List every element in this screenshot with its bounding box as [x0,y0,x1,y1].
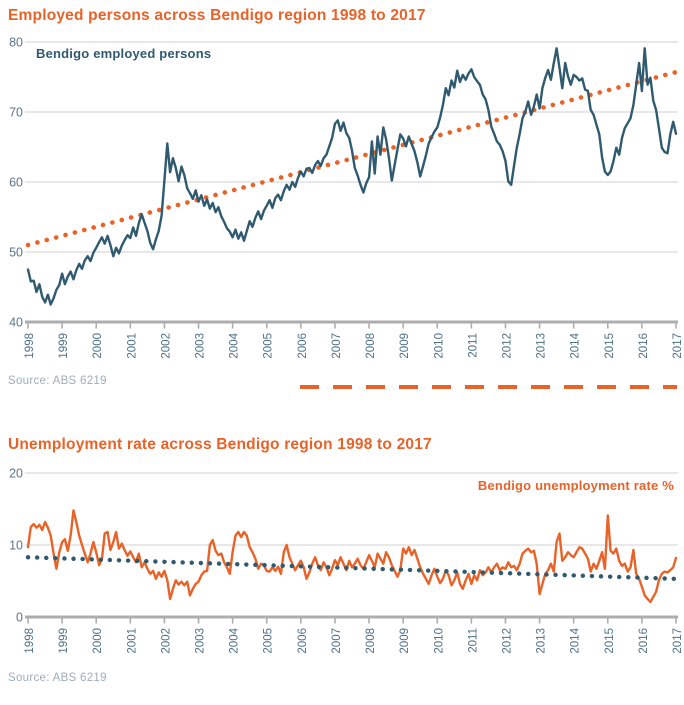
x-tick-label: 2014 [570,627,582,653]
x-tick-label: 2010 [433,628,445,654]
employed-persons-section: Employed persons across Bendigo region 1… [0,6,684,389]
x-tick-label: 1999 [58,333,70,359]
x-tick-label: 2003 [195,333,207,359]
y-tick-label: 10 [9,539,23,553]
x-tick-label: 2013 [536,628,548,654]
x-tick-label: 2008 [365,628,377,654]
y-tick-label: 20 [9,467,23,481]
trend-line [25,69,679,248]
employed-chart-title: Employed persons across Bendigo region 1… [8,7,426,24]
x-tick-label: 2003 [195,628,207,654]
unemployment-chart-source: Source: ABS 6219 [8,672,107,685]
x-tick-label: 2000 [92,628,104,654]
x-tick-label: 2001 [126,628,138,654]
series-legend-label: Bendigo employed persons [36,46,211,61]
y-tick-label: 80 [9,36,23,50]
x-tick-label: 1998 [24,628,36,654]
y-tick-label: 50 [9,246,23,260]
unemployment-rate-section: Unemployment rate across Bendigo region … [0,435,684,686]
x-tick-label: 2015 [604,628,616,654]
x-tick-label: 2005 [263,333,275,359]
x-tick-label: 2006 [297,628,309,654]
x-tick-label: 2016 [638,333,650,359]
x-tick-label: 2004 [229,333,241,359]
x-tick-label: 1999 [58,628,70,654]
x-tick-label: 2016 [638,628,650,654]
y-tick-label: 70 [9,106,23,120]
y-tick-label: 60 [9,176,23,190]
x-tick-label: 2010 [433,333,445,359]
x-tick-label: 2013 [536,333,548,359]
x-tick-label: 2012 [501,333,513,359]
x-tick-label: 2004 [229,627,241,653]
data-series-line [26,509,678,604]
trend-line [25,555,679,582]
x-tick-label: 2006 [297,333,309,359]
series-legend-label: Bendigo unemployment rate % [478,478,674,493]
unemployment-chart-title: Unemployment rate across Bendigo region … [8,435,432,453]
orange-dashed-divider [300,385,677,389]
employed-chart-source: Source: ABS 6219 [8,375,107,388]
x-tick-label: 2007 [331,333,343,359]
x-tick-label: 2017 [672,333,684,359]
x-tick-label: 2002 [160,628,172,654]
x-tick-label: 2000 [92,333,104,359]
x-tick-label: 2014 [570,333,582,359]
x-tick-label: 2002 [160,333,172,359]
data-series-line [26,47,678,306]
x-tick-label: 2008 [365,333,377,359]
x-tick-label: 2009 [399,628,411,654]
x-tick-label: 2011 [467,628,479,653]
x-tick-label: 2012 [501,628,513,654]
x-tick-label: 2015 [604,333,616,359]
x-tick-label: 2001 [126,333,138,359]
x-tick-label: 2007 [331,628,343,654]
x-tick-label: 2005 [263,628,275,654]
x-tick-label: 1998 [24,333,36,359]
x-tick-label: 2009 [399,333,411,359]
employed-persons-chart: 40 50 60 70 80 1998 1999 2000 2001 2002 2003 2004 20… [9,36,684,359]
unemployment-rate-chart: 0 10 20 1998 1999 2000 2001 2002 2003 2004 2005 200… [9,467,684,654]
x-tick-label: 2017 [672,628,684,654]
y-tick-label: 0 [16,611,23,625]
x-tick-label: 2011 [467,333,479,358]
y-tick-label: 40 [9,316,23,330]
